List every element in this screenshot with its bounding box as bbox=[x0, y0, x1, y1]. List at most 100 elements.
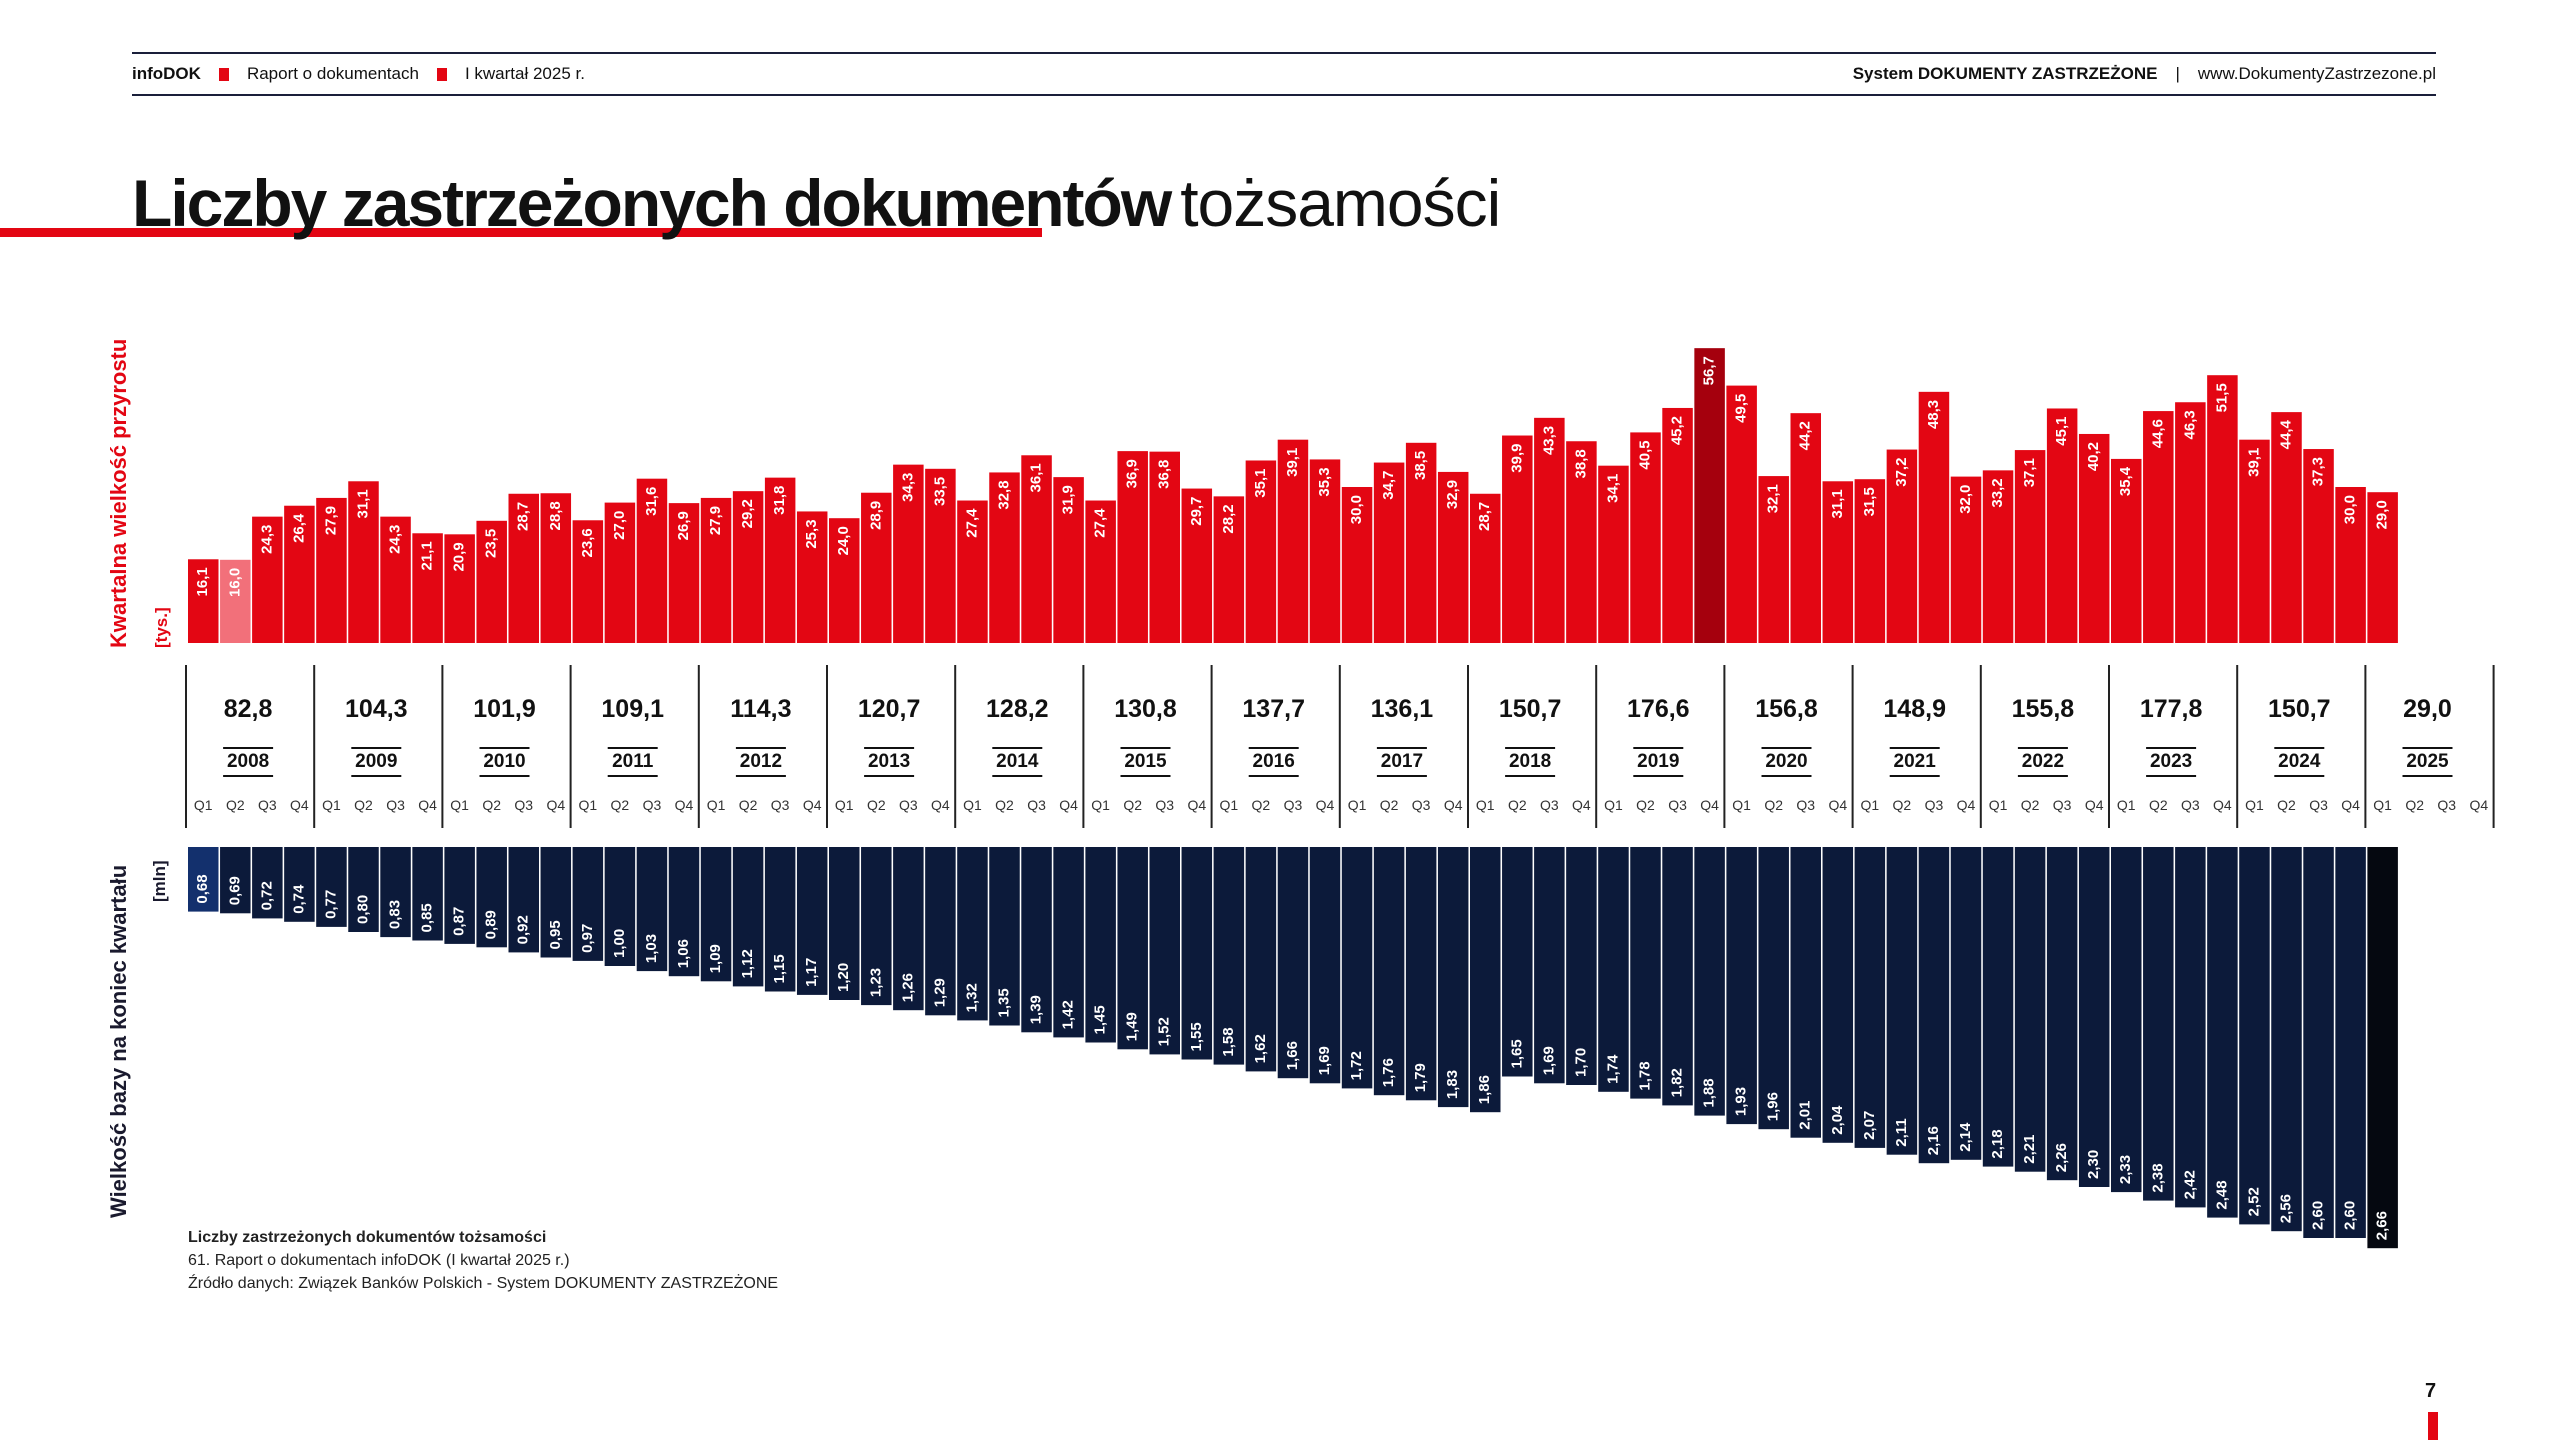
quarter-label: Q3 bbox=[514, 797, 533, 813]
base-size-bar-label: 1,62 bbox=[1252, 1034, 1269, 1063]
quarter-label: Q2 bbox=[226, 797, 245, 813]
quarter-label: Q2 bbox=[1764, 797, 1783, 813]
growth-bar bbox=[1918, 391, 1950, 643]
base-size-bar-label: 1,79 bbox=[1412, 1063, 1429, 1092]
growth-bar-label: 44,6 bbox=[2149, 419, 2166, 448]
quarter-label: Q1 bbox=[1604, 797, 1623, 813]
base-size-bar-label: 1,32 bbox=[963, 983, 980, 1012]
growth-bar bbox=[2303, 449, 2334, 643]
growth-bar-label: 35,4 bbox=[2117, 466, 2134, 496]
growth-bar bbox=[861, 492, 892, 643]
growth-bar-label: 32,9 bbox=[1444, 480, 1461, 509]
base-size-bar bbox=[1726, 847, 1757, 1125]
quarter-label: Q2 bbox=[1893, 797, 1912, 813]
quarter-label: Q3 bbox=[643, 797, 662, 813]
quarter-label: Q2 bbox=[2021, 797, 2040, 813]
base-size-bar bbox=[1245, 847, 1277, 1072]
growth-bar-label: 31,5 bbox=[1861, 487, 1878, 516]
growth-bar bbox=[764, 477, 796, 643]
year-total: 128,2 bbox=[986, 695, 1049, 723]
growth-bar-label: 32,1 bbox=[1765, 484, 1782, 513]
base-size-bar bbox=[444, 847, 475, 944]
growth-bar bbox=[1245, 460, 1277, 643]
base-size-bar-label: 1,35 bbox=[995, 988, 1012, 1017]
year-total: 148,9 bbox=[1883, 695, 1946, 723]
base-size-bar bbox=[1982, 847, 2014, 1167]
red-square-icon bbox=[218, 67, 229, 81]
growth-bar-label: 27,4 bbox=[963, 508, 980, 538]
growth-bar-label: 32,0 bbox=[1957, 485, 1974, 514]
growth-bar bbox=[220, 559, 251, 643]
base-size-bar-label: 0,89 bbox=[483, 910, 500, 939]
growth-bar-label: 34,3 bbox=[899, 473, 916, 502]
growth-bar-label: 31,8 bbox=[771, 486, 788, 515]
quarter-label: Q1 bbox=[1861, 797, 1880, 813]
year-total: 120,7 bbox=[858, 695, 921, 723]
base-size-bar bbox=[2239, 847, 2270, 1225]
quarter-label: Q3 bbox=[2309, 797, 2328, 813]
notes-title: Liczby zastrzeżonych dokumentów tożsamoś… bbox=[188, 1229, 547, 1246]
website-link[interactable]: www.DokumentyZastrzezone.pl bbox=[2197, 64, 2436, 83]
quarter-label: Q1 bbox=[1732, 797, 1751, 813]
growth-bar-label: 30,0 bbox=[2342, 495, 2359, 524]
page-number-bar bbox=[2428, 1412, 2438, 1440]
quarter-label: Q3 bbox=[1412, 797, 1431, 813]
title-light: tożsamości bbox=[1180, 166, 1501, 240]
growth-bar-label: 29,2 bbox=[739, 499, 756, 528]
quarter-label: Q3 bbox=[386, 797, 405, 813]
growth-bar bbox=[636, 478, 668, 643]
base-size-bar bbox=[1694, 847, 1725, 1116]
base-size-bar bbox=[2367, 847, 2398, 1249]
growth-bar bbox=[2143, 411, 2174, 643]
base-size-bar bbox=[636, 847, 668, 972]
base-size-bar bbox=[861, 847, 892, 1006]
growth-bar bbox=[2271, 412, 2302, 643]
quarter-label: Q1 bbox=[835, 797, 854, 813]
growth-bar bbox=[1758, 476, 1789, 643]
year-label: 2025 bbox=[2406, 751, 2449, 772]
growth-bar-label: 36,9 bbox=[1124, 459, 1141, 488]
report-label: Raport o dokumentach bbox=[246, 64, 419, 83]
growth-bar-label: 39,1 bbox=[1284, 448, 1301, 477]
quarter-label: Q2 bbox=[1252, 797, 1271, 813]
growth-bar bbox=[1053, 477, 1084, 643]
year-total: 137,7 bbox=[1242, 695, 1305, 723]
growth-bar bbox=[1886, 449, 1918, 643]
growth-bar bbox=[1598, 465, 1629, 643]
growth-bar bbox=[2111, 458, 2142, 643]
quarter-label: Q1 bbox=[2245, 797, 2264, 813]
base-size-bar-label: 1,17 bbox=[803, 958, 820, 987]
growth-bar bbox=[2367, 492, 2398, 643]
quarter-label: Q1 bbox=[2373, 797, 2392, 813]
year-total: 101,9 bbox=[473, 695, 536, 723]
base-size-bar bbox=[1630, 847, 1661, 1099]
quarter-label: Q1 bbox=[1348, 797, 1367, 813]
growth-bar-label: 24,3 bbox=[387, 525, 404, 554]
growth-bar-label: 32,8 bbox=[995, 480, 1012, 509]
year-total: 156,8 bbox=[1755, 695, 1818, 723]
quarter-label: Q4 bbox=[1828, 797, 1847, 813]
growth-bar-label: 29,0 bbox=[2374, 500, 2391, 529]
title-underline-bar bbox=[0, 228, 1042, 237]
growth-bar bbox=[1213, 496, 1245, 643]
base-size-bar-label: 2,04 bbox=[1829, 1105, 1846, 1135]
base-size-bar bbox=[1502, 847, 1533, 1077]
base-size-bar bbox=[572, 847, 604, 961]
period-label: I kwartał 2025 r. bbox=[464, 64, 585, 83]
quarter-label: Q1 bbox=[194, 797, 213, 813]
growth-bar-label: 34,7 bbox=[1380, 471, 1397, 500]
growth-bar bbox=[668, 503, 700, 643]
growth-bar-label: 21,1 bbox=[419, 541, 436, 570]
year-total: 177,8 bbox=[2140, 695, 2203, 723]
base-size-bar bbox=[1117, 847, 1148, 1050]
growth-bar-label: 28,7 bbox=[1476, 502, 1493, 531]
quarter-label: Q3 bbox=[258, 797, 277, 813]
quarter-label: Q2 bbox=[354, 797, 373, 813]
page-number: 7 bbox=[2425, 1380, 2437, 1402]
notes-report: 61. Raport o dokumentach infoDOK (I kwar… bbox=[188, 1252, 570, 1269]
base-size-bar-label: 1,83 bbox=[1444, 1070, 1461, 1099]
year-total: 29,0 bbox=[2403, 695, 2452, 723]
growth-bar bbox=[2046, 408, 2078, 643]
growth-bar bbox=[252, 516, 283, 643]
